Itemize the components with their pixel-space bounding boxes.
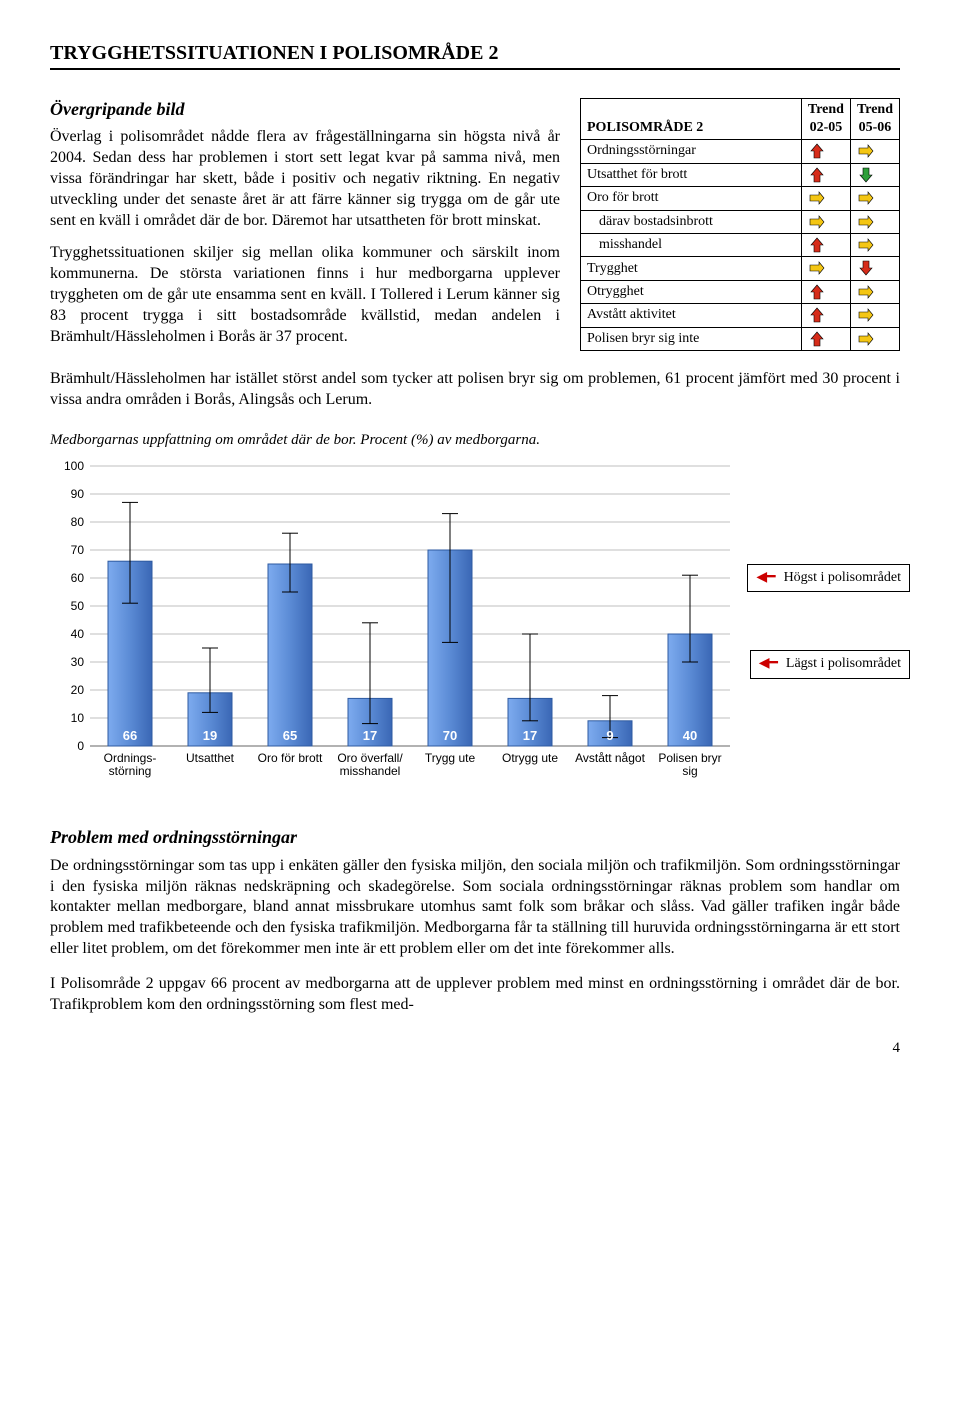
trend-arrow-icon: [850, 327, 899, 350]
trend-row-label: Polisen bryr sig inte: [581, 327, 802, 350]
section1-after-table: Brämhult/Hässleholmen har istället störs…: [50, 369, 900, 411]
trend-row-label: Ordningsstörningar: [581, 140, 802, 163]
trend-row: Oro för brott: [581, 187, 900, 210]
svg-text:misshandel: misshandel: [340, 764, 401, 778]
section2-para1: De ordningsstörningar som tas upp i enkä…: [50, 856, 900, 960]
svg-text:66: 66: [123, 728, 137, 743]
legend-low: ◀━ Lägst i polisområdet: [750, 650, 910, 678]
svg-text:19: 19: [203, 728, 217, 743]
trend-arrow-icon: [850, 140, 899, 163]
trend-row: Otrygghet: [581, 280, 900, 303]
section1-para2: Trygghetssituationen skiljer sig mellan …: [50, 243, 560, 347]
trend-row-label: Utsatthet för brott: [581, 163, 802, 186]
svg-text:70: 70: [71, 543, 85, 557]
svg-text:Polisen bryr: Polisen bryr: [658, 751, 721, 765]
arrow-left-icon: ◀━: [756, 569, 775, 587]
top-two-column: Övergripande bild Överlag i polisområdet…: [50, 98, 900, 359]
trend-arrow-icon: [801, 163, 850, 186]
svg-text:70: 70: [443, 728, 457, 743]
trend-arrow-icon: [850, 187, 899, 210]
svg-text:17: 17: [363, 728, 377, 743]
trend-row: misshandel: [581, 234, 900, 257]
section1-heading: Övergripande bild: [50, 98, 560, 121]
svg-text:40: 40: [683, 728, 697, 743]
trend-col-main: POLISOMRÅDE 2: [581, 99, 802, 140]
svg-text:Otrygg ute: Otrygg ute: [502, 751, 558, 765]
svg-text:100: 100: [64, 459, 84, 473]
svg-text:90: 90: [71, 487, 85, 501]
trend-arrow-icon: [850, 163, 899, 186]
chart-caption: Medborgarnas uppfattning om området där …: [50, 431, 900, 451]
trend-arrow-icon: [801, 280, 850, 303]
svg-text:Oro överfall/: Oro överfall/: [337, 751, 403, 765]
trend-row: Polisen bryr sig inte: [581, 327, 900, 350]
bar-chart: 0 10 20 30 40 50 60 70 80 90 100 66 Ordnings-störnin…: [50, 456, 900, 796]
svg-text:17: 17: [523, 728, 537, 743]
trend-arrow-icon: [850, 304, 899, 327]
svg-text:sig: sig: [682, 764, 697, 778]
trend-row: Utsatthet för brott: [581, 163, 900, 186]
trend-arrow-icon: [850, 234, 899, 257]
svg-text:80: 80: [71, 515, 85, 529]
page-title: TRYGGHETSSITUATIONEN I POLISOMRÅDE 2: [50, 40, 900, 70]
trend-arrow-icon: [850, 257, 899, 280]
svg-text:Trygg ute: Trygg ute: [425, 751, 476, 765]
trend-col-1: Trend 02-05: [801, 99, 850, 140]
trend-row-label: Otrygghet: [581, 280, 802, 303]
legend-high-label: Högst i polisområdet: [784, 569, 901, 587]
svg-text:20: 20: [71, 683, 85, 697]
svg-text:50: 50: [71, 599, 85, 613]
trend-row: Trygghet: [581, 257, 900, 280]
arrow-left-icon: ◀━: [759, 655, 778, 673]
trend-col-2: Trend 05-06: [850, 99, 899, 140]
trend-row-label: Oro för brott: [581, 187, 802, 210]
trend-arrow-icon: [801, 234, 850, 257]
svg-text:9: 9: [606, 728, 613, 743]
section1-para1: Överlag i polisområdet nådde flera av fr…: [50, 127, 560, 231]
svg-text:Utsatthet: Utsatthet: [186, 751, 235, 765]
page-number: 4: [50, 1039, 900, 1059]
trend-row-label: Avstått aktivitet: [581, 304, 802, 327]
svg-text:Ordnings-: Ordnings-: [104, 751, 157, 765]
svg-text:65: 65: [283, 728, 297, 743]
trend-arrow-icon: [801, 304, 850, 327]
trend-row: Avstått aktivitet: [581, 304, 900, 327]
trend-arrow-icon: [801, 257, 850, 280]
trend-row: därav bostadsinbrott: [581, 210, 900, 233]
legend-high: ◀━ Högst i polisområdet: [747, 564, 910, 592]
trend-row: Ordningsstörningar: [581, 140, 900, 163]
trend-row-label: därav bostadsinbrott: [581, 210, 802, 233]
trend-arrow-icon: [801, 140, 850, 163]
svg-text:40: 40: [71, 627, 85, 641]
trend-table-column: POLISOMRÅDE 2 Trend 02-05 Trend 05-06 Or…: [580, 98, 900, 359]
section2-heading: Problem med ordningsstörningar: [50, 826, 900, 849]
trend-row-label: Trygghet: [581, 257, 802, 280]
trend-arrow-icon: [801, 327, 850, 350]
section2-para2: I Polisområde 2 uppgav 66 procent av med…: [50, 974, 900, 1016]
trend-arrow-icon: [801, 187, 850, 210]
svg-text:60: 60: [71, 571, 85, 585]
svg-text:störning: störning: [109, 764, 152, 778]
svg-text:Oro för brott: Oro för brott: [258, 751, 323, 765]
svg-text:Avstått något: Avstått något: [575, 751, 645, 765]
trend-row-label: misshandel: [581, 234, 802, 257]
legend-low-label: Lägst i polisområdet: [786, 655, 901, 673]
overview-text-column: Övergripande bild Överlag i polisområdet…: [50, 98, 560, 359]
svg-text:30: 30: [71, 655, 85, 669]
svg-text:10: 10: [71, 711, 85, 725]
trend-arrow-icon: [801, 210, 850, 233]
trend-arrow-icon: [850, 210, 899, 233]
svg-text:0: 0: [77, 739, 84, 753]
trend-table: POLISOMRÅDE 2 Trend 02-05 Trend 05-06 Or…: [580, 98, 900, 351]
trend-arrow-icon: [850, 280, 899, 303]
